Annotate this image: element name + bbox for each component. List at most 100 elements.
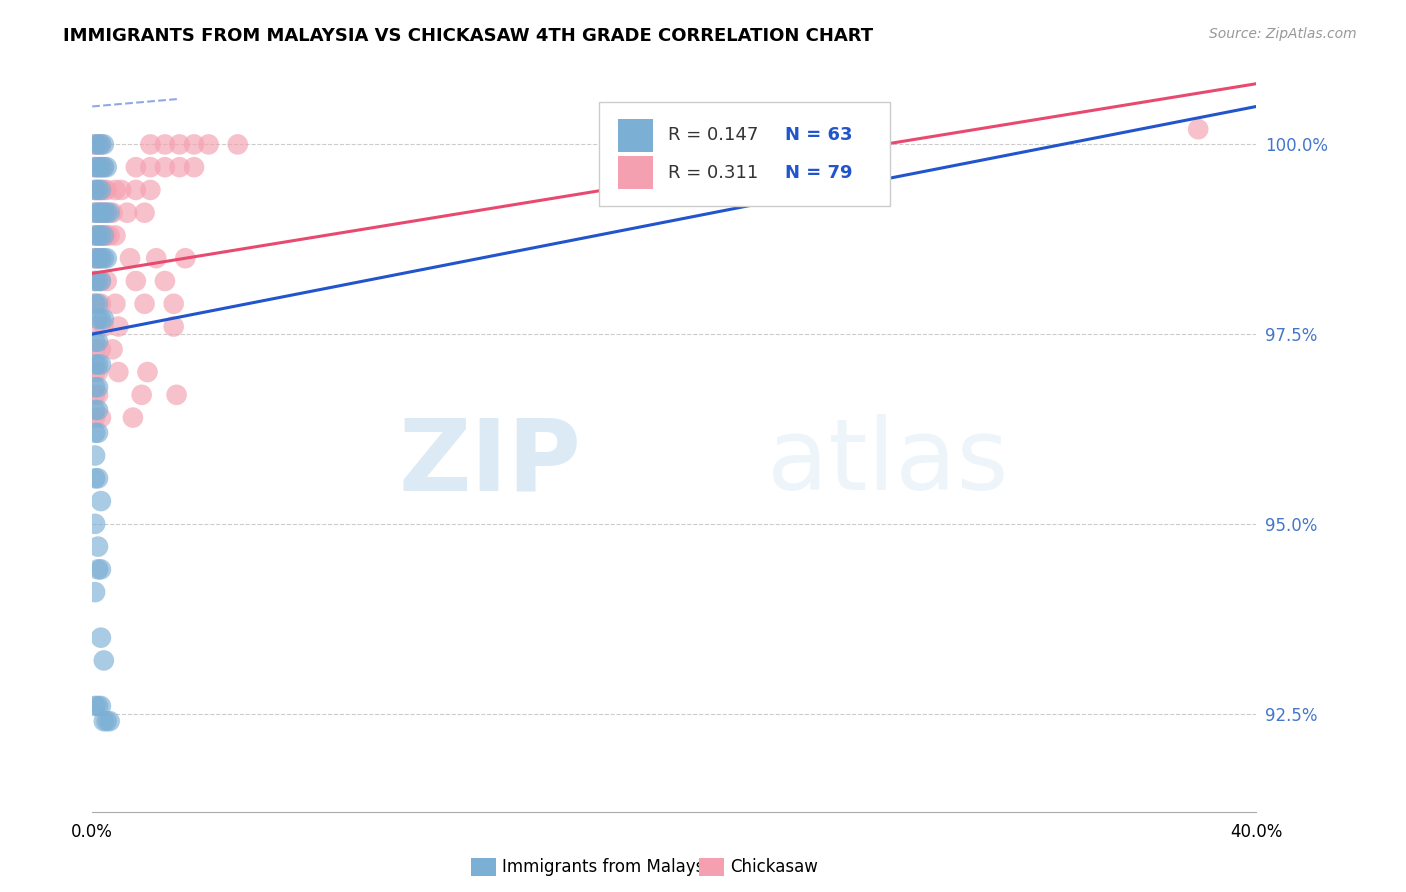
Point — [87, 540, 110, 554]
Point — [90, 137, 112, 152]
Point — [84, 365, 107, 379]
Point — [96, 205, 118, 219]
Point — [93, 312, 115, 326]
Point — [90, 297, 112, 311]
Point — [84, 334, 107, 349]
Point — [163, 297, 186, 311]
Point — [90, 410, 112, 425]
Point — [84, 297, 107, 311]
Point — [84, 274, 107, 288]
Point — [84, 425, 107, 440]
Point — [104, 297, 127, 311]
Point — [183, 160, 205, 174]
Point — [84, 228, 107, 243]
Text: N = 63: N = 63 — [785, 127, 852, 145]
Point — [90, 228, 112, 243]
Point — [84, 343, 107, 357]
Point — [84, 358, 107, 372]
Point — [90, 358, 112, 372]
Point — [90, 274, 112, 288]
Bar — [619, 120, 654, 152]
Point — [96, 160, 118, 174]
Point — [169, 160, 191, 174]
Point — [87, 698, 110, 713]
Point — [153, 274, 176, 288]
Point — [1187, 122, 1209, 136]
Point — [84, 137, 107, 152]
Point — [153, 137, 176, 152]
Point — [166, 388, 188, 402]
Point — [153, 160, 176, 174]
Point — [87, 334, 110, 349]
Point — [90, 252, 112, 266]
Point — [118, 252, 141, 266]
Point — [87, 562, 110, 576]
Point — [107, 365, 129, 379]
Point — [93, 714, 115, 728]
Point — [84, 160, 107, 174]
Point — [84, 183, 107, 197]
Point — [90, 160, 112, 174]
Point — [87, 252, 110, 266]
Point — [84, 698, 107, 713]
Point — [84, 585, 107, 599]
Text: Chickasaw: Chickasaw — [730, 858, 818, 876]
Point — [90, 343, 112, 357]
Point — [87, 380, 110, 394]
Point — [163, 319, 186, 334]
Point — [93, 228, 115, 243]
Point — [93, 205, 115, 219]
Point — [183, 137, 205, 152]
Point — [136, 365, 159, 379]
Point — [84, 319, 107, 334]
Point — [110, 183, 132, 197]
Point — [139, 137, 162, 152]
Point — [125, 274, 148, 288]
Point — [98, 205, 121, 219]
Point — [84, 410, 107, 425]
Point — [84, 274, 107, 288]
Point — [90, 631, 112, 645]
Point — [84, 252, 107, 266]
Point — [125, 160, 148, 174]
Point — [90, 494, 112, 508]
Point — [131, 388, 153, 402]
Point — [84, 228, 107, 243]
Point — [87, 228, 110, 243]
Point — [87, 183, 110, 197]
Point — [122, 410, 145, 425]
Point — [90, 562, 112, 576]
Point — [104, 228, 127, 243]
Point — [101, 343, 124, 357]
Text: IMMIGRANTS FROM MALAYSIA VS CHICKASAW 4TH GRADE CORRELATION CHART: IMMIGRANTS FROM MALAYSIA VS CHICKASAW 4T… — [63, 27, 873, 45]
Point — [139, 160, 162, 174]
Point — [107, 319, 129, 334]
Point — [87, 137, 110, 152]
Point — [84, 183, 107, 197]
Point — [84, 380, 107, 394]
Point — [87, 365, 110, 379]
Point — [90, 205, 112, 219]
Point — [125, 183, 148, 197]
Point — [101, 205, 124, 219]
Point — [84, 297, 107, 311]
Point — [84, 160, 107, 174]
Point — [93, 319, 115, 334]
Point — [90, 160, 112, 174]
Point — [87, 183, 110, 197]
Point — [84, 205, 107, 219]
Point — [90, 137, 112, 152]
Point — [98, 714, 121, 728]
Point — [87, 388, 110, 402]
Text: atlas: atlas — [768, 414, 1010, 511]
Point — [84, 205, 107, 219]
Point — [93, 160, 115, 174]
Point — [93, 228, 115, 243]
Point — [96, 228, 118, 243]
Point — [90, 205, 112, 219]
Point — [96, 205, 118, 219]
Point — [90, 228, 112, 243]
Point — [87, 403, 110, 417]
Point — [87, 160, 110, 174]
Point — [87, 471, 110, 485]
